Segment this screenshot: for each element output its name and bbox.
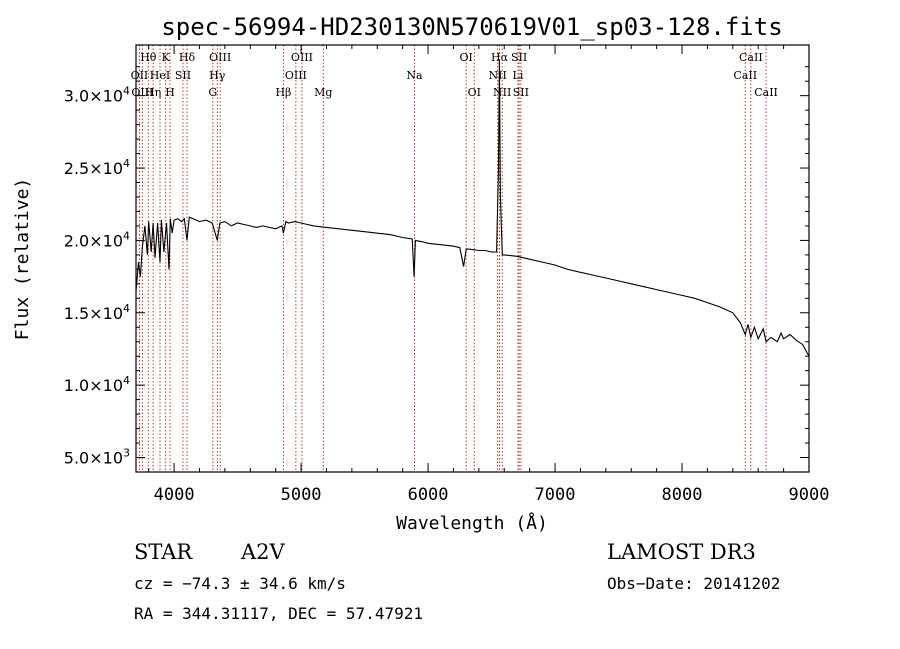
spectral-line-label: H (165, 86, 175, 99)
spectral-line-label: CaII (754, 86, 778, 99)
x-tick-label: 6000 (408, 485, 449, 505)
spectral-line-label: OI (468, 86, 481, 99)
spectral-line-label: SII (175, 69, 191, 82)
spectral-line-label: HeI (150, 69, 170, 82)
spectral-line-label: SII (513, 86, 529, 99)
x-tick-label: 4000 (154, 485, 195, 505)
object-class: STAR (134, 540, 193, 564)
x-tick-label: 7000 (535, 485, 576, 505)
x-tick-label: 9000 (789, 485, 830, 505)
y-tick-label: 3.0×104 (64, 85, 130, 106)
spectral-line-label: Hθ (140, 51, 157, 64)
y-tick-label: 2.5×104 (64, 157, 130, 178)
spectral-line-label: Hη (145, 86, 161, 99)
spectral-line-label: SII (511, 51, 527, 64)
object-subclass: A2V (241, 540, 285, 564)
spectrum-series-line (135, 59, 810, 357)
spectral-line-label: CaII (733, 69, 757, 82)
x-axis-ticks: 4000 5000 6000 7000 8000 9000 (148, 45, 830, 505)
y-tick-label: 1.0×104 (64, 374, 130, 395)
spectral-line-label: NII (493, 86, 511, 99)
y-axis-label: Flux (relative) (12, 178, 33, 341)
spectral-line-label: OIII (209, 51, 231, 64)
spectral-line-label: Hβ (275, 86, 291, 99)
spectral-line-markers (138, 45, 767, 472)
spectral-line-label: K (162, 51, 171, 64)
spectral-line-label: Hα (491, 51, 509, 64)
spectral-line-label: CaII (739, 51, 763, 64)
spectral-line-label: OII (131, 69, 149, 82)
spectral-line-label: Mg (314, 86, 332, 99)
spectral-line-label: G (208, 86, 217, 99)
y-tick-label: 1.5×104 (64, 302, 130, 323)
spectral-line-label: OI (459, 51, 472, 64)
x-axis-label: Wavelength (Å) (396, 512, 548, 534)
chart-title: spec-56994-HD230130N570619V01_sp03-128.f… (161, 13, 782, 41)
coordinates: RA = 344.31117, DEC = 57.47921 (134, 604, 423, 623)
spectral-line-label: OIII (285, 69, 307, 82)
spectral-line-label: Na (406, 69, 423, 82)
y-tick-label: 2.0×104 (64, 229, 130, 250)
plot-frame (135, 44, 810, 473)
spectral-line-label: Hδ (179, 51, 196, 64)
y-axis-ticks: 5.0×103 1.0×104 1.5×104 2.0×104 2.5×104 3.0×1… (64, 66, 809, 468)
spectral-line-label: Li (513, 69, 524, 82)
x-tick-label: 8000 (662, 485, 703, 505)
y-tick-label: 5.0×103 (64, 447, 130, 468)
survey-name: LAMOST DR3 (607, 540, 756, 564)
observation-date: Obs−Date: 20141202 (607, 574, 781, 593)
x-tick-label: 5000 (281, 485, 322, 505)
redshift-velocity: cz = −74.3 ± 34.6 km/s (134, 574, 346, 593)
spectral-line-label: Hγ (209, 69, 226, 82)
spectral-line-label: OIII (291, 51, 313, 64)
spectral-line-label: NII (488, 69, 506, 82)
